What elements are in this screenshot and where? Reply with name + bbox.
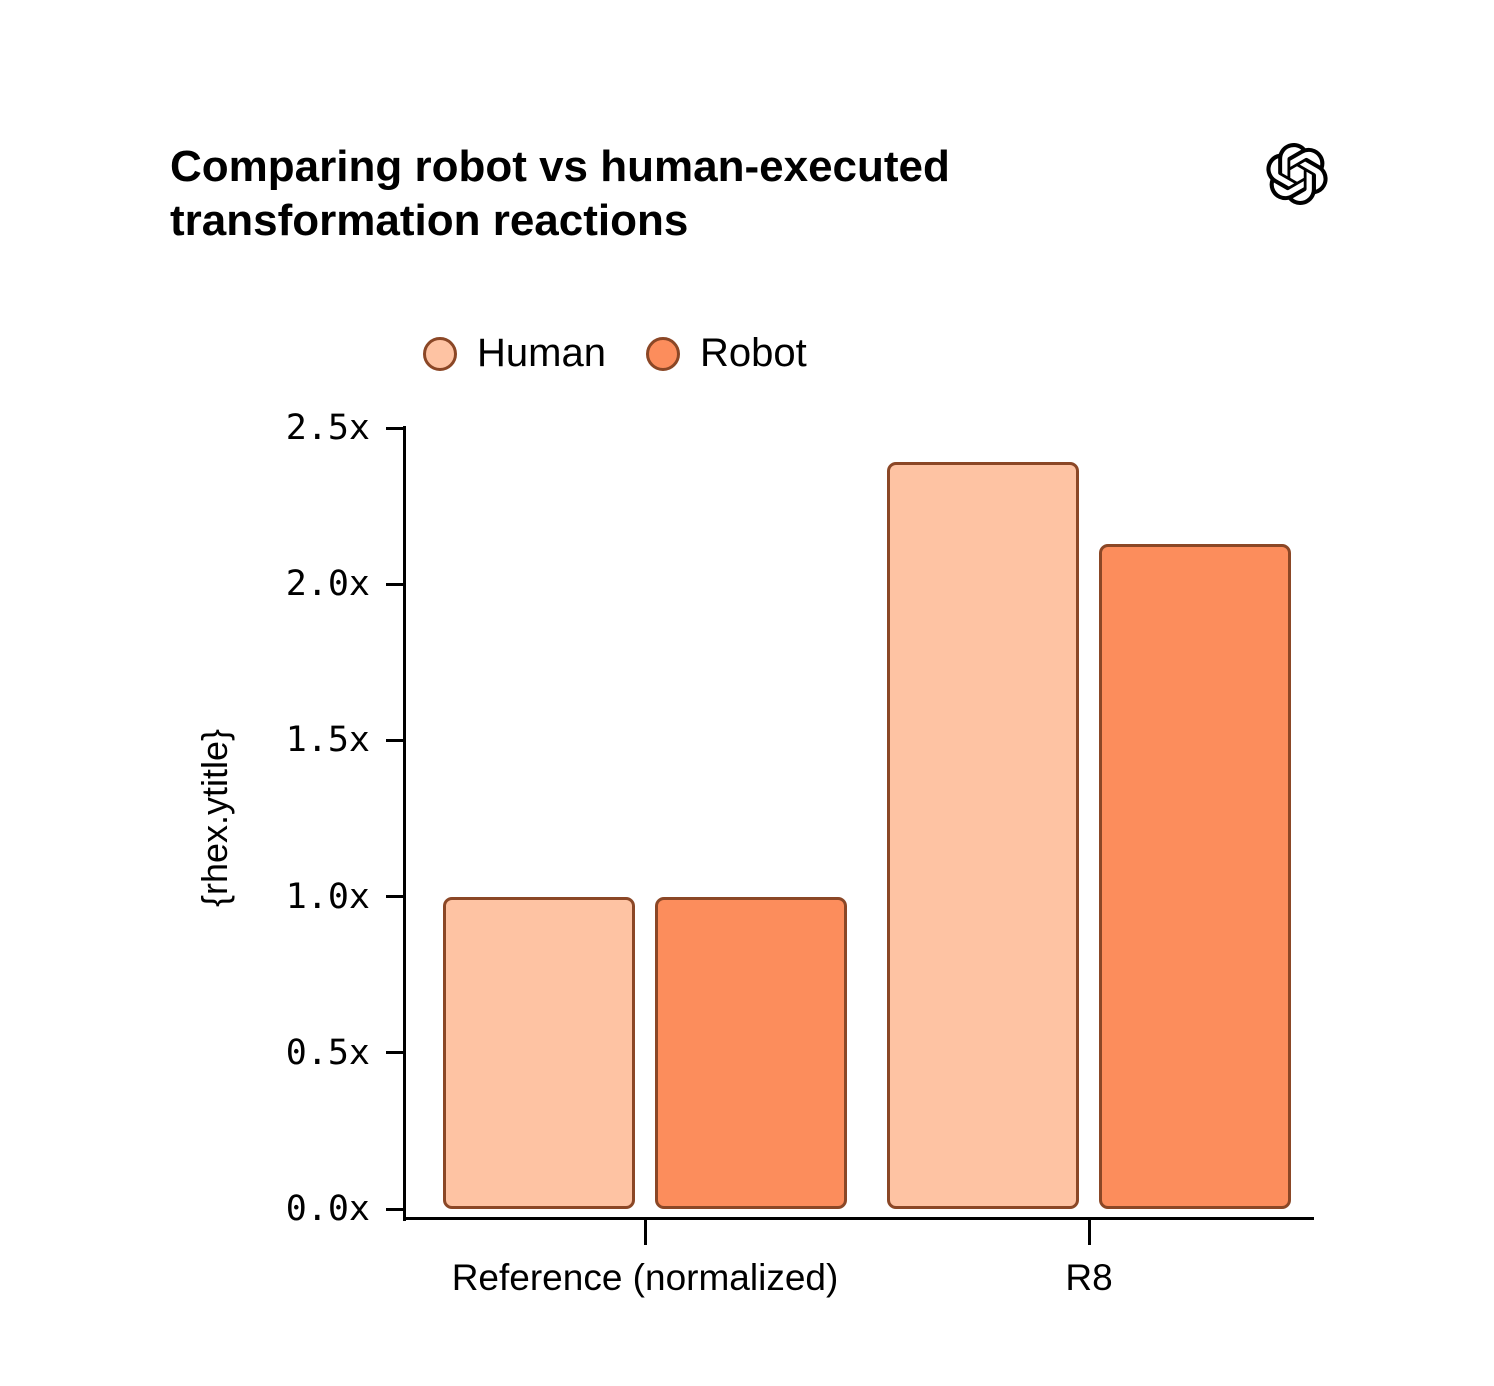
- y-axis-tick: [386, 1051, 404, 1055]
- y-axis-tick-label: 0.0x: [285, 1189, 370, 1229]
- x-axis-tick-label: R8: [1065, 1257, 1113, 1298]
- x-axis-line: [403, 1217, 1314, 1220]
- openai-logo-icon: [1266, 143, 1328, 205]
- y-axis-tick: [386, 738, 404, 742]
- y-axis-tick-label: 2.5x: [285, 408, 370, 448]
- bar-robot-r8: [1099, 543, 1291, 1209]
- bar-human-r8: [887, 462, 1079, 1209]
- y-axis-tick-label: 0.5x: [285, 1032, 370, 1073]
- y-axis-tick: [386, 1207, 404, 1211]
- robot-swatch-icon: [645, 337, 680, 371]
- y-axis-title: {rhex.ytitle}: [194, 728, 235, 908]
- bar-robot-reference-normalized: [655, 896, 847, 1209]
- legend-item-robot: Robot: [645, 331, 807, 375]
- y-axis-line: [403, 426, 406, 1221]
- x-axis-tick-label: Reference (normalized): [451, 1257, 839, 1298]
- y-axis-tick: [386, 895, 404, 899]
- legend-label-robot: Robot: [699, 331, 807, 375]
- y-axis-tick-label: 1.0x: [285, 876, 370, 917]
- human-swatch-icon: [423, 337, 457, 371]
- chart-title: Comparing robot vs human-executed transf…: [170, 142, 950, 245]
- y-axis-tick: [386, 426, 404, 430]
- y-axis-tick-label: 2.0x: [285, 564, 370, 605]
- bar-human-reference-normalized: [443, 896, 635, 1209]
- x-axis-tick: [1087, 1219, 1091, 1245]
- x-axis-tick: [643, 1219, 647, 1245]
- legend-item-human: Human: [423, 333, 606, 375]
- y-axis-tick-label: 1.5x: [285, 720, 370, 761]
- y-axis-tick: [386, 582, 404, 586]
- legend: Human Robot: [423, 333, 807, 375]
- legend-label-human: Human: [477, 331, 606, 375]
